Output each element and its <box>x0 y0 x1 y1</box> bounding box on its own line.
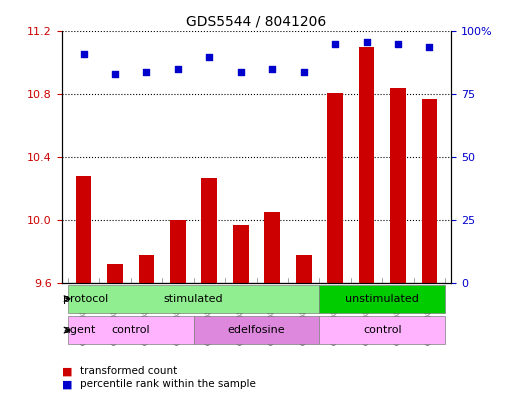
Point <box>80 51 88 57</box>
FancyBboxPatch shape <box>320 316 445 344</box>
FancyBboxPatch shape <box>320 285 445 313</box>
Point <box>331 41 339 47</box>
Text: control: control <box>363 325 402 335</box>
Point <box>236 68 245 75</box>
Point <box>142 68 150 75</box>
Title: GDS5544 / 8041206: GDS5544 / 8041206 <box>186 15 327 29</box>
Bar <box>296 255 311 283</box>
Text: agent: agent <box>63 325 95 335</box>
Bar <box>327 93 343 283</box>
Text: edelfosine: edelfosine <box>228 325 285 335</box>
Bar <box>202 178 217 283</box>
Point <box>205 53 213 60</box>
FancyBboxPatch shape <box>68 316 193 344</box>
FancyBboxPatch shape <box>68 285 320 313</box>
Point <box>394 41 402 47</box>
Point <box>363 39 371 45</box>
Point <box>425 43 433 50</box>
Text: percentile rank within the sample: percentile rank within the sample <box>80 379 255 389</box>
Text: unstimulated: unstimulated <box>345 294 419 304</box>
Bar <box>422 99 437 283</box>
Text: stimulated: stimulated <box>164 294 224 304</box>
Bar <box>107 264 123 283</box>
Point <box>300 68 308 75</box>
Text: ■: ■ <box>62 379 72 389</box>
Text: control: control <box>111 325 150 335</box>
Point <box>174 66 182 72</box>
Text: transformed count: transformed count <box>80 366 177 376</box>
Point <box>268 66 277 72</box>
FancyBboxPatch shape <box>193 316 320 344</box>
Bar <box>264 212 280 283</box>
Bar <box>170 220 186 283</box>
Text: ■: ■ <box>62 366 72 376</box>
Bar <box>76 176 91 283</box>
Bar <box>233 225 249 283</box>
Bar <box>139 255 154 283</box>
Text: protocol: protocol <box>63 294 108 304</box>
Point <box>111 71 119 77</box>
Bar <box>390 88 406 283</box>
Bar <box>359 47 374 283</box>
